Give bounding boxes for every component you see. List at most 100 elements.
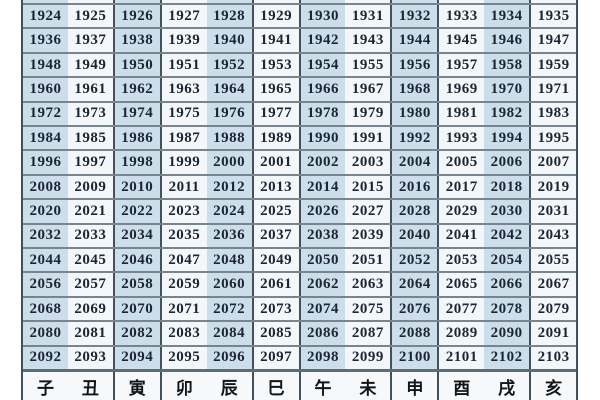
year-cell: 1924 <box>23 5 68 28</box>
year-cell: 1997 <box>67 151 113 174</box>
clipped-cell <box>298 0 346 3</box>
year-cell: 2068 <box>23 297 68 321</box>
year-cell: 2027 <box>345 200 391 223</box>
year-cell: 2035 <box>159 224 207 248</box>
year-cell: 1990 <box>298 127 346 150</box>
year-cell: 1957 <box>437 53 485 77</box>
year-cell: 2017 <box>437 175 485 199</box>
table-row: 2068 2069 2070 2071 2072 2073 2074 2075 2076 2077… <box>23 295 577 321</box>
year-cell: 2008 <box>23 175 68 199</box>
year-cell: 2010 <box>112 175 160 199</box>
year-cell: 1961 <box>67 78 113 101</box>
year-cell: 2036 <box>206 224 252 248</box>
year-cell: 2044 <box>23 249 68 272</box>
year-cell: 2071 <box>159 297 207 321</box>
year-cell: 2054 <box>484 249 530 272</box>
table-row: 1924 1925 1926 1927 1928 1929 1930 1931 1932 1933… <box>23 3 577 28</box>
year-cell: 2026 <box>298 200 346 223</box>
year-cell: 1981 <box>437 102 485 126</box>
year-cell: 2001 <box>251 151 299 174</box>
year-cell: 2023 <box>159 200 207 223</box>
branch-cell: 巳 <box>251 372 299 400</box>
year-cell: 2064 <box>390 273 438 296</box>
year-cell: 2077 <box>437 297 485 321</box>
year-cell: 1964 <box>206 78 252 101</box>
year-cell: 1941 <box>251 29 299 52</box>
year-cell: 2016 <box>390 175 438 199</box>
year-cell: 1977 <box>251 102 299 126</box>
year-cell: 2004 <box>390 151 438 174</box>
table-row: 1972 1973 1974 1975 1976 1977 1978 1979 1980 1981… <box>23 100 577 126</box>
year-cell: 2043 <box>529 224 577 248</box>
year-cell: 2081 <box>67 322 113 345</box>
year-cell: 2038 <box>298 224 346 248</box>
year-cell: 2034 <box>112 224 160 248</box>
year-cell: 1988 <box>206 127 252 150</box>
table-row: 2092 2093 2094 2095 2096 2097 2098 2099 2100 2101… <box>23 344 577 370</box>
year-cell: 2018 <box>484 175 530 199</box>
year-cell: 2030 <box>484 200 530 223</box>
year-cell: 1946 <box>484 29 530 52</box>
year-cell: 2062 <box>298 273 346 296</box>
year-cell: 2060 <box>206 273 252 296</box>
year-cell: 2024 <box>206 200 252 223</box>
year-cell: 2051 <box>345 249 391 272</box>
table-row: 2008 2009 2010 2011 2012 2013 2014 2015 2016 2017… <box>23 173 577 199</box>
year-cell: 1989 <box>251 127 299 150</box>
year-cell: 2040 <box>390 224 438 248</box>
branch-cell: 丑 <box>67 372 113 400</box>
year-cell: 2039 <box>345 224 391 248</box>
year-cell: 2041 <box>437 224 485 248</box>
year-cell: 1991 <box>345 127 391 150</box>
year-cell: 2048 <box>206 249 252 272</box>
year-cell: 1925 <box>67 5 113 28</box>
year-cell: 2088 <box>390 322 438 345</box>
year-cell: 1992 <box>390 127 438 150</box>
year-cell: 1928 <box>206 5 252 28</box>
year-cell: 1934 <box>484 5 530 28</box>
year-cell: 1950 <box>112 53 160 77</box>
year-cell: 1985 <box>67 127 113 150</box>
clipped-cell <box>23 0 68 3</box>
year-cell: 2050 <box>298 249 346 272</box>
year-cell: 2078 <box>484 297 530 321</box>
table-row: 2044 2045 2046 2047 2048 2049 2050 2051 2052 2053… <box>23 247 577 272</box>
year-cell: 2021 <box>67 200 113 223</box>
year-cell: 2015 <box>345 175 391 199</box>
year-cell: 2000 <box>206 151 252 174</box>
clipped-cell <box>529 0 577 3</box>
year-cell: 2045 <box>67 249 113 272</box>
clipped-cell <box>206 0 252 3</box>
year-cell: 1982 <box>484 102 530 126</box>
year-cell: 1937 <box>67 29 113 52</box>
year-cell: 1962 <box>112 78 160 101</box>
year-cell: 1968 <box>390 78 438 101</box>
year-cell: 1984 <box>23 127 68 150</box>
year-cell: 2090 <box>484 322 530 345</box>
year-cell: 2057 <box>67 273 113 296</box>
year-cell: 2080 <box>23 322 68 345</box>
year-cell: 1995 <box>529 127 577 150</box>
year-cell: 1959 <box>529 53 577 77</box>
year-cell: 1954 <box>298 53 346 77</box>
year-cell: 2046 <box>112 249 160 272</box>
year-cell: 2067 <box>529 273 577 296</box>
year-cell: 2058 <box>112 273 160 296</box>
year-cell: 2089 <box>437 322 485 345</box>
year-cell: 2025 <box>251 200 299 223</box>
year-cell: 1952 <box>206 53 252 77</box>
year-cell: 1971 <box>529 78 577 101</box>
year-cell: 1966 <box>298 78 346 101</box>
year-cell: 2066 <box>484 273 530 296</box>
year-cell: 2012 <box>206 175 252 199</box>
year-cell: 1945 <box>437 29 485 52</box>
year-cell: 1932 <box>390 5 438 28</box>
year-rows: 1924 1925 1926 1927 1928 1929 1930 1931 1932 1933… <box>23 3 577 370</box>
branch-cell: 辰 <box>206 372 252 400</box>
year-cell: 2102 <box>484 346 530 370</box>
year-cell: 2082 <box>112 322 160 345</box>
year-cell: 2101 <box>437 346 485 370</box>
year-cell: 1980 <box>390 102 438 126</box>
year-cell: 2033 <box>67 224 113 248</box>
year-cell: 2007 <box>529 151 577 174</box>
